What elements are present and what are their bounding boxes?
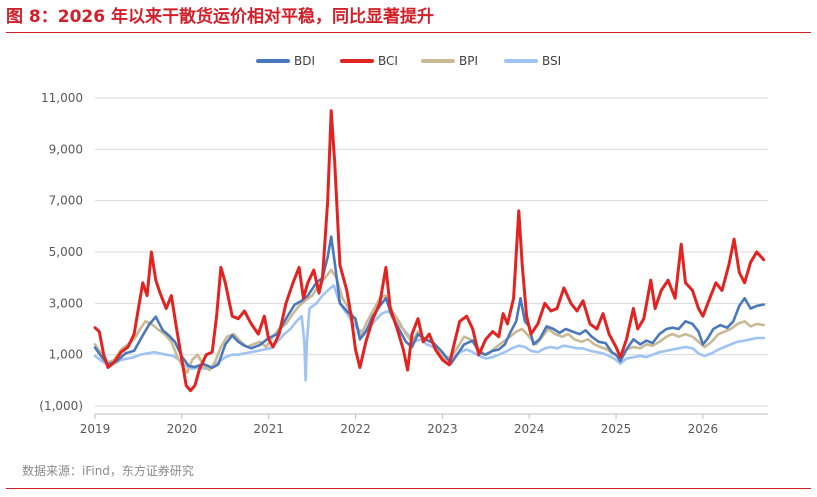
source-note: 数据来源：iFind，东方证券研究 xyxy=(22,464,194,478)
line-chart: (1,000) 1,000 3,000 5,000 7,000 9,000 11,000 2… xyxy=(39,54,768,436)
x-tick-label: 2020 xyxy=(167,422,198,436)
bottom-divider xyxy=(6,488,811,489)
x-tick-label: 2026 xyxy=(688,422,719,436)
series-line-bci xyxy=(93,109,766,393)
legend-label-bsi: BSI xyxy=(542,54,561,68)
x-tick-label: 2019 xyxy=(80,422,111,436)
legend-label-bpi: BPI xyxy=(459,54,478,68)
series-line-bdi xyxy=(93,235,765,370)
y-tick-label: 5,000 xyxy=(49,245,83,259)
y-tick-label: 3,000 xyxy=(49,296,83,310)
x-tick-label: 2021 xyxy=(253,422,284,436)
x-axis: 2019 2020 2021 2022 2023 2024 2025 2026 xyxy=(80,413,768,436)
legend: BDI BCI BPI BSI xyxy=(256,54,561,68)
title-divider xyxy=(6,32,811,33)
x-tick-label: 2023 xyxy=(427,422,458,436)
y-tick-label: 11,000 xyxy=(41,91,83,105)
legend-label-bdi: BDI xyxy=(294,54,315,68)
y-axis: (1,000) 1,000 3,000 5,000 7,000 9,000 11,000 xyxy=(39,91,83,413)
x-tick-label: 2024 xyxy=(514,422,545,436)
series-lines xyxy=(93,109,766,393)
x-tick-label: 2025 xyxy=(601,422,632,436)
y-tick-label: 1,000 xyxy=(49,348,83,362)
y-tick-label: 9,000 xyxy=(49,142,83,156)
y-tick-label: 7,000 xyxy=(49,194,83,208)
chart-title: 图 8：2026 年以来干散货运价相对平稳，同比显著提升 xyxy=(6,7,434,27)
y-tick-label: (1,000) xyxy=(39,399,83,413)
gridlines xyxy=(95,97,768,407)
x-tick-label: 2022 xyxy=(340,422,371,436)
legend-label-bci: BCI xyxy=(378,54,398,68)
